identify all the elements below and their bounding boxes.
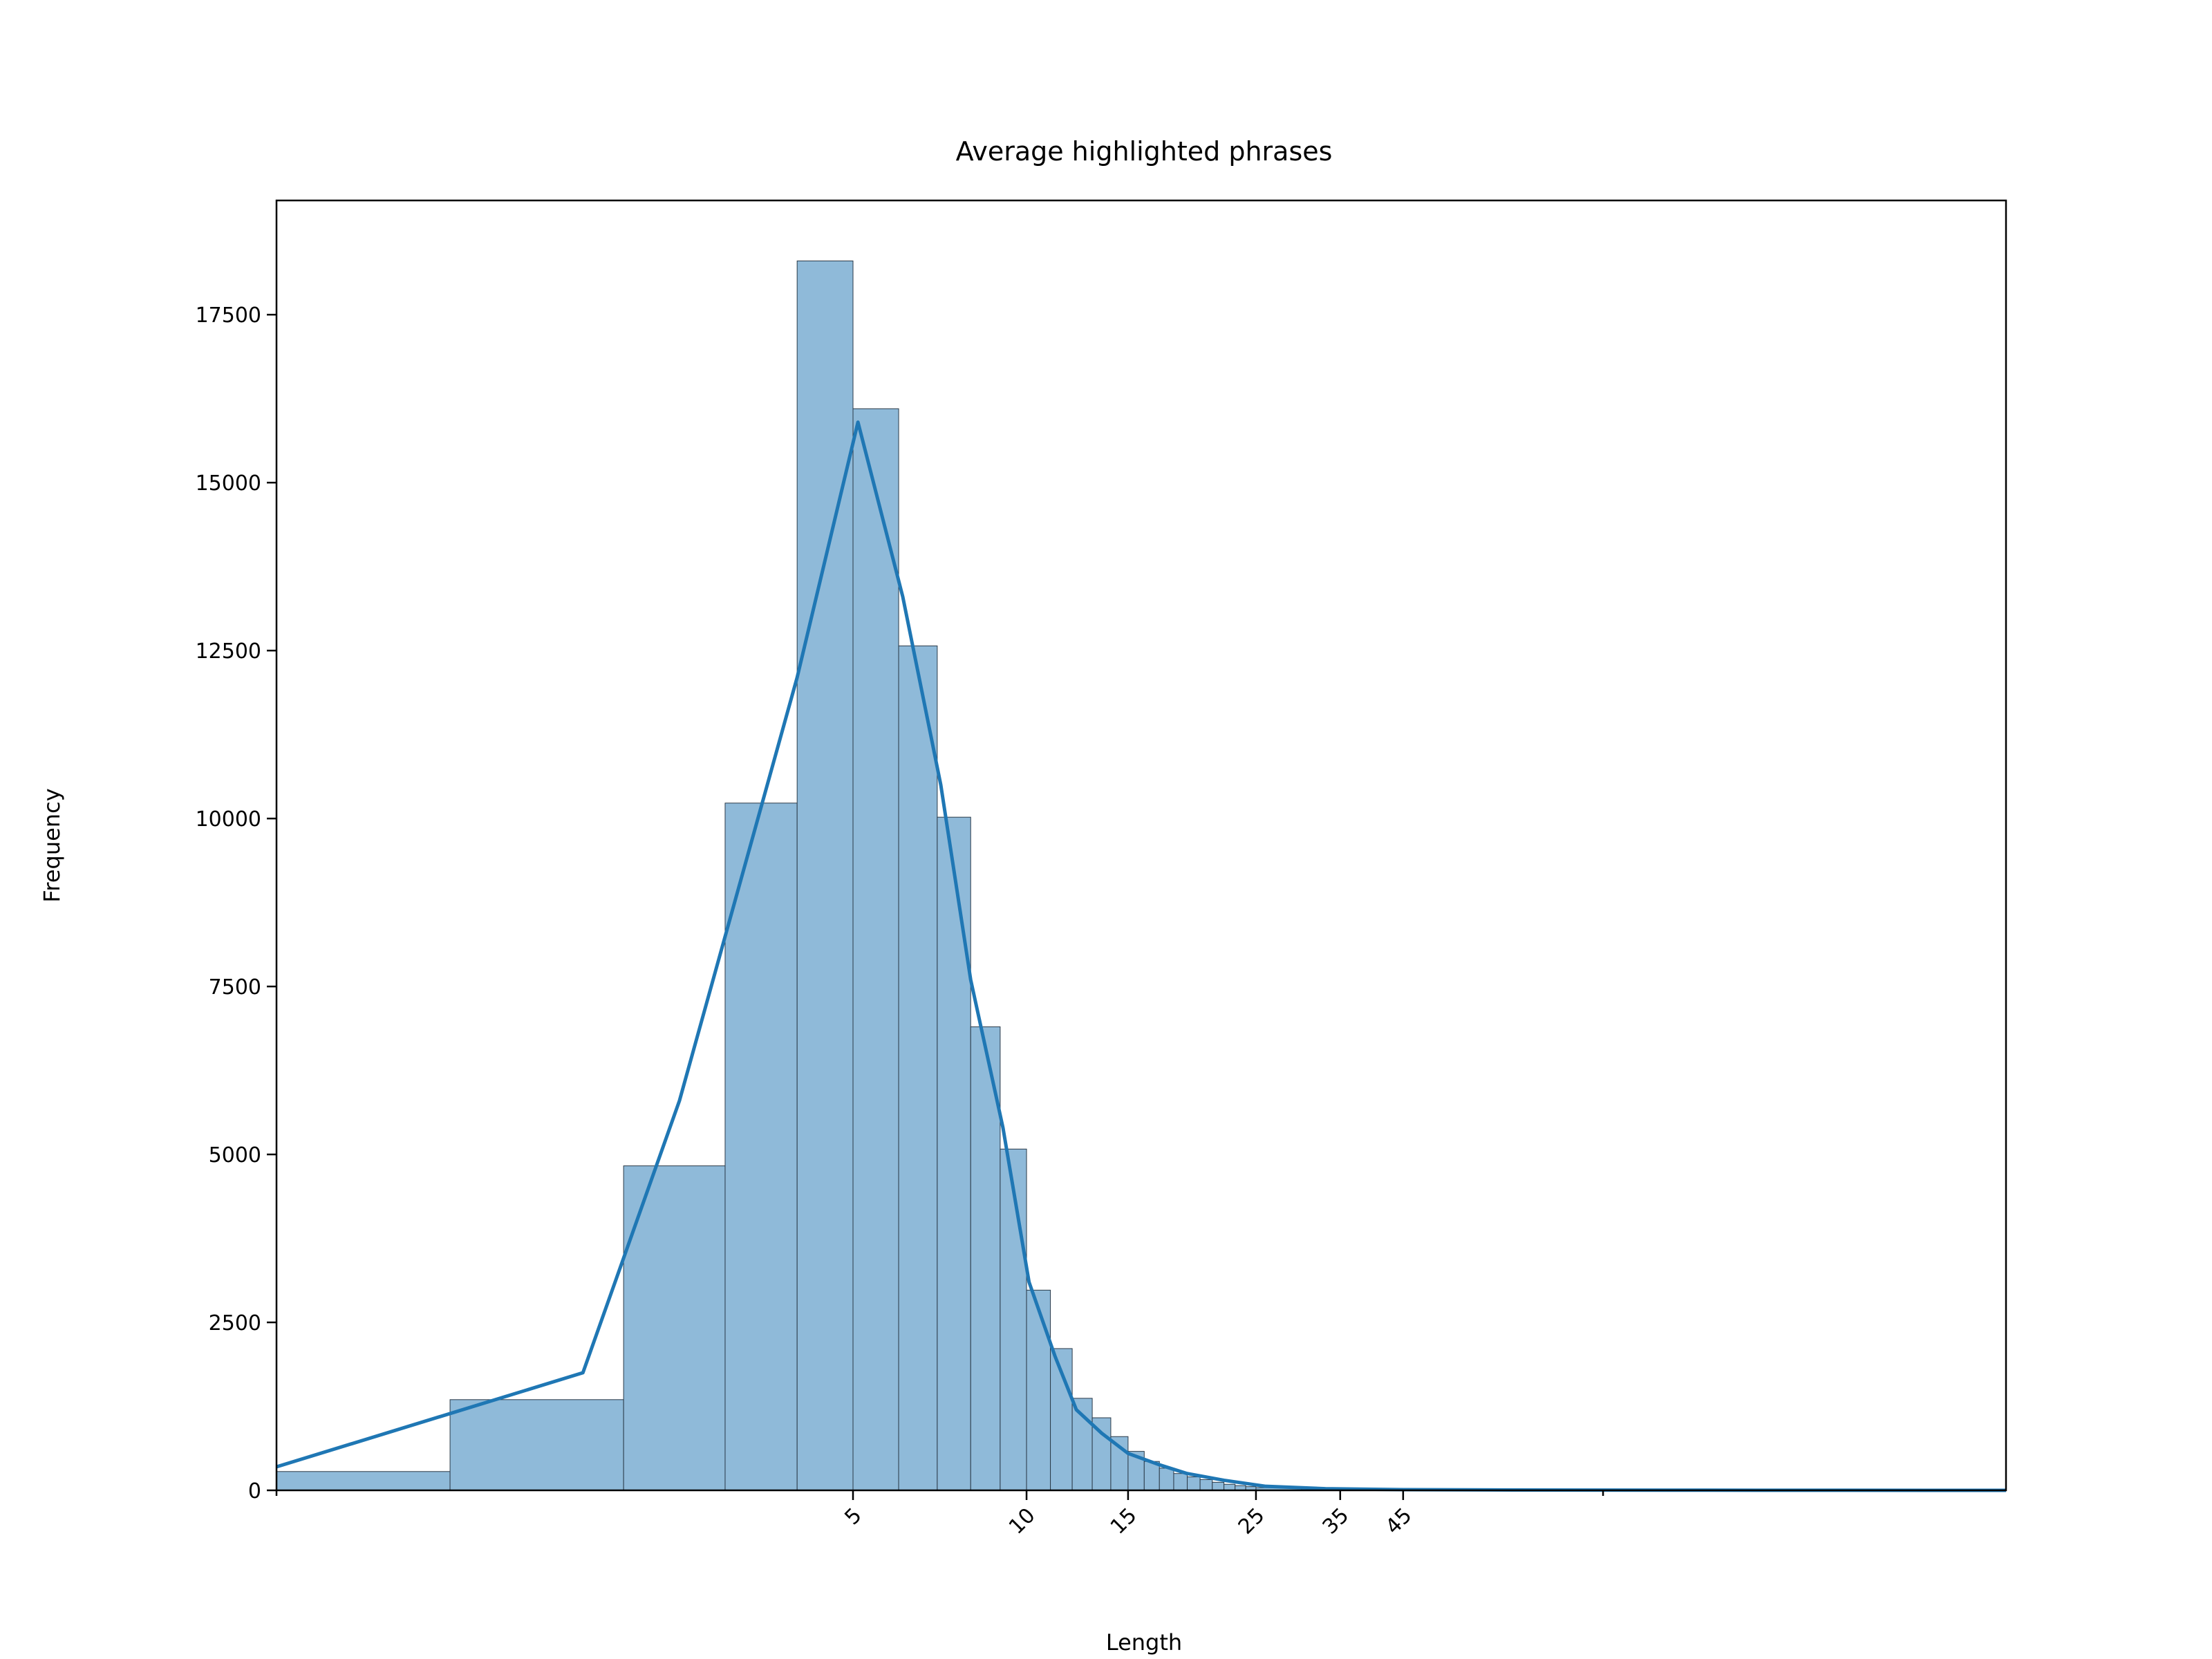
x-axis-label: Length (1106, 1629, 1182, 1656)
histogram-bar (623, 1165, 726, 1491)
histogram-bar (1199, 1479, 1213, 1491)
plot-frame (275, 199, 2007, 1492)
histogram-bar (970, 1026, 1001, 1491)
histogram-bar (1187, 1477, 1201, 1491)
histogram-bar (796, 260, 854, 1491)
x-tick-label: 45 (1381, 1503, 1417, 1539)
y-axis-label: Frequency (39, 788, 65, 902)
y-tick-label: 17500 (196, 303, 261, 328)
histogram-bars (276, 260, 2007, 1491)
histogram-bar (1224, 1483, 1236, 1491)
y-tick-label: 7500 (209, 975, 261, 1000)
histogram-bar (1026, 1289, 1051, 1491)
histogram-bar (1212, 1481, 1225, 1491)
y-tick-label: 10000 (196, 807, 261, 832)
y-tick-label: 0 (248, 1479, 261, 1503)
histogram-bar (276, 1471, 451, 1491)
y-tick-label: 12500 (196, 639, 261, 664)
histogram-bar (449, 1399, 624, 1491)
histogram-bar (724, 803, 798, 1491)
x-tick-label: 5 (840, 1503, 866, 1530)
x-tick-label: 25 (1234, 1503, 1270, 1539)
y-axis: 0 2500 5000 7500 10000 12500 15000 17500 (196, 303, 276, 1503)
x-tick-label: 35 (1318, 1503, 1354, 1539)
x-tick-label: 10 (1004, 1503, 1040, 1539)
histogram-bar (1000, 1148, 1027, 1491)
histogram-bar (898, 645, 938, 1491)
x-axis: 5 10 15 25 35 45 (275, 1490, 1604, 1539)
histogram-bar (937, 816, 971, 1491)
x-tick-label: 15 (1106, 1503, 1142, 1539)
histogram-bar (1173, 1473, 1188, 1491)
y-tick-label: 5000 (209, 1143, 261, 1168)
histogram-bar (1071, 1398, 1093, 1491)
kde-line (276, 420, 2007, 1492)
chart-title: Average highlighted phrases (956, 136, 1333, 167)
y-tick-label: 15000 (196, 471, 261, 496)
histogram-bar (852, 408, 899, 1491)
histogram-bar (1159, 1468, 1174, 1491)
y-tick-label: 2500 (209, 1311, 261, 1335)
